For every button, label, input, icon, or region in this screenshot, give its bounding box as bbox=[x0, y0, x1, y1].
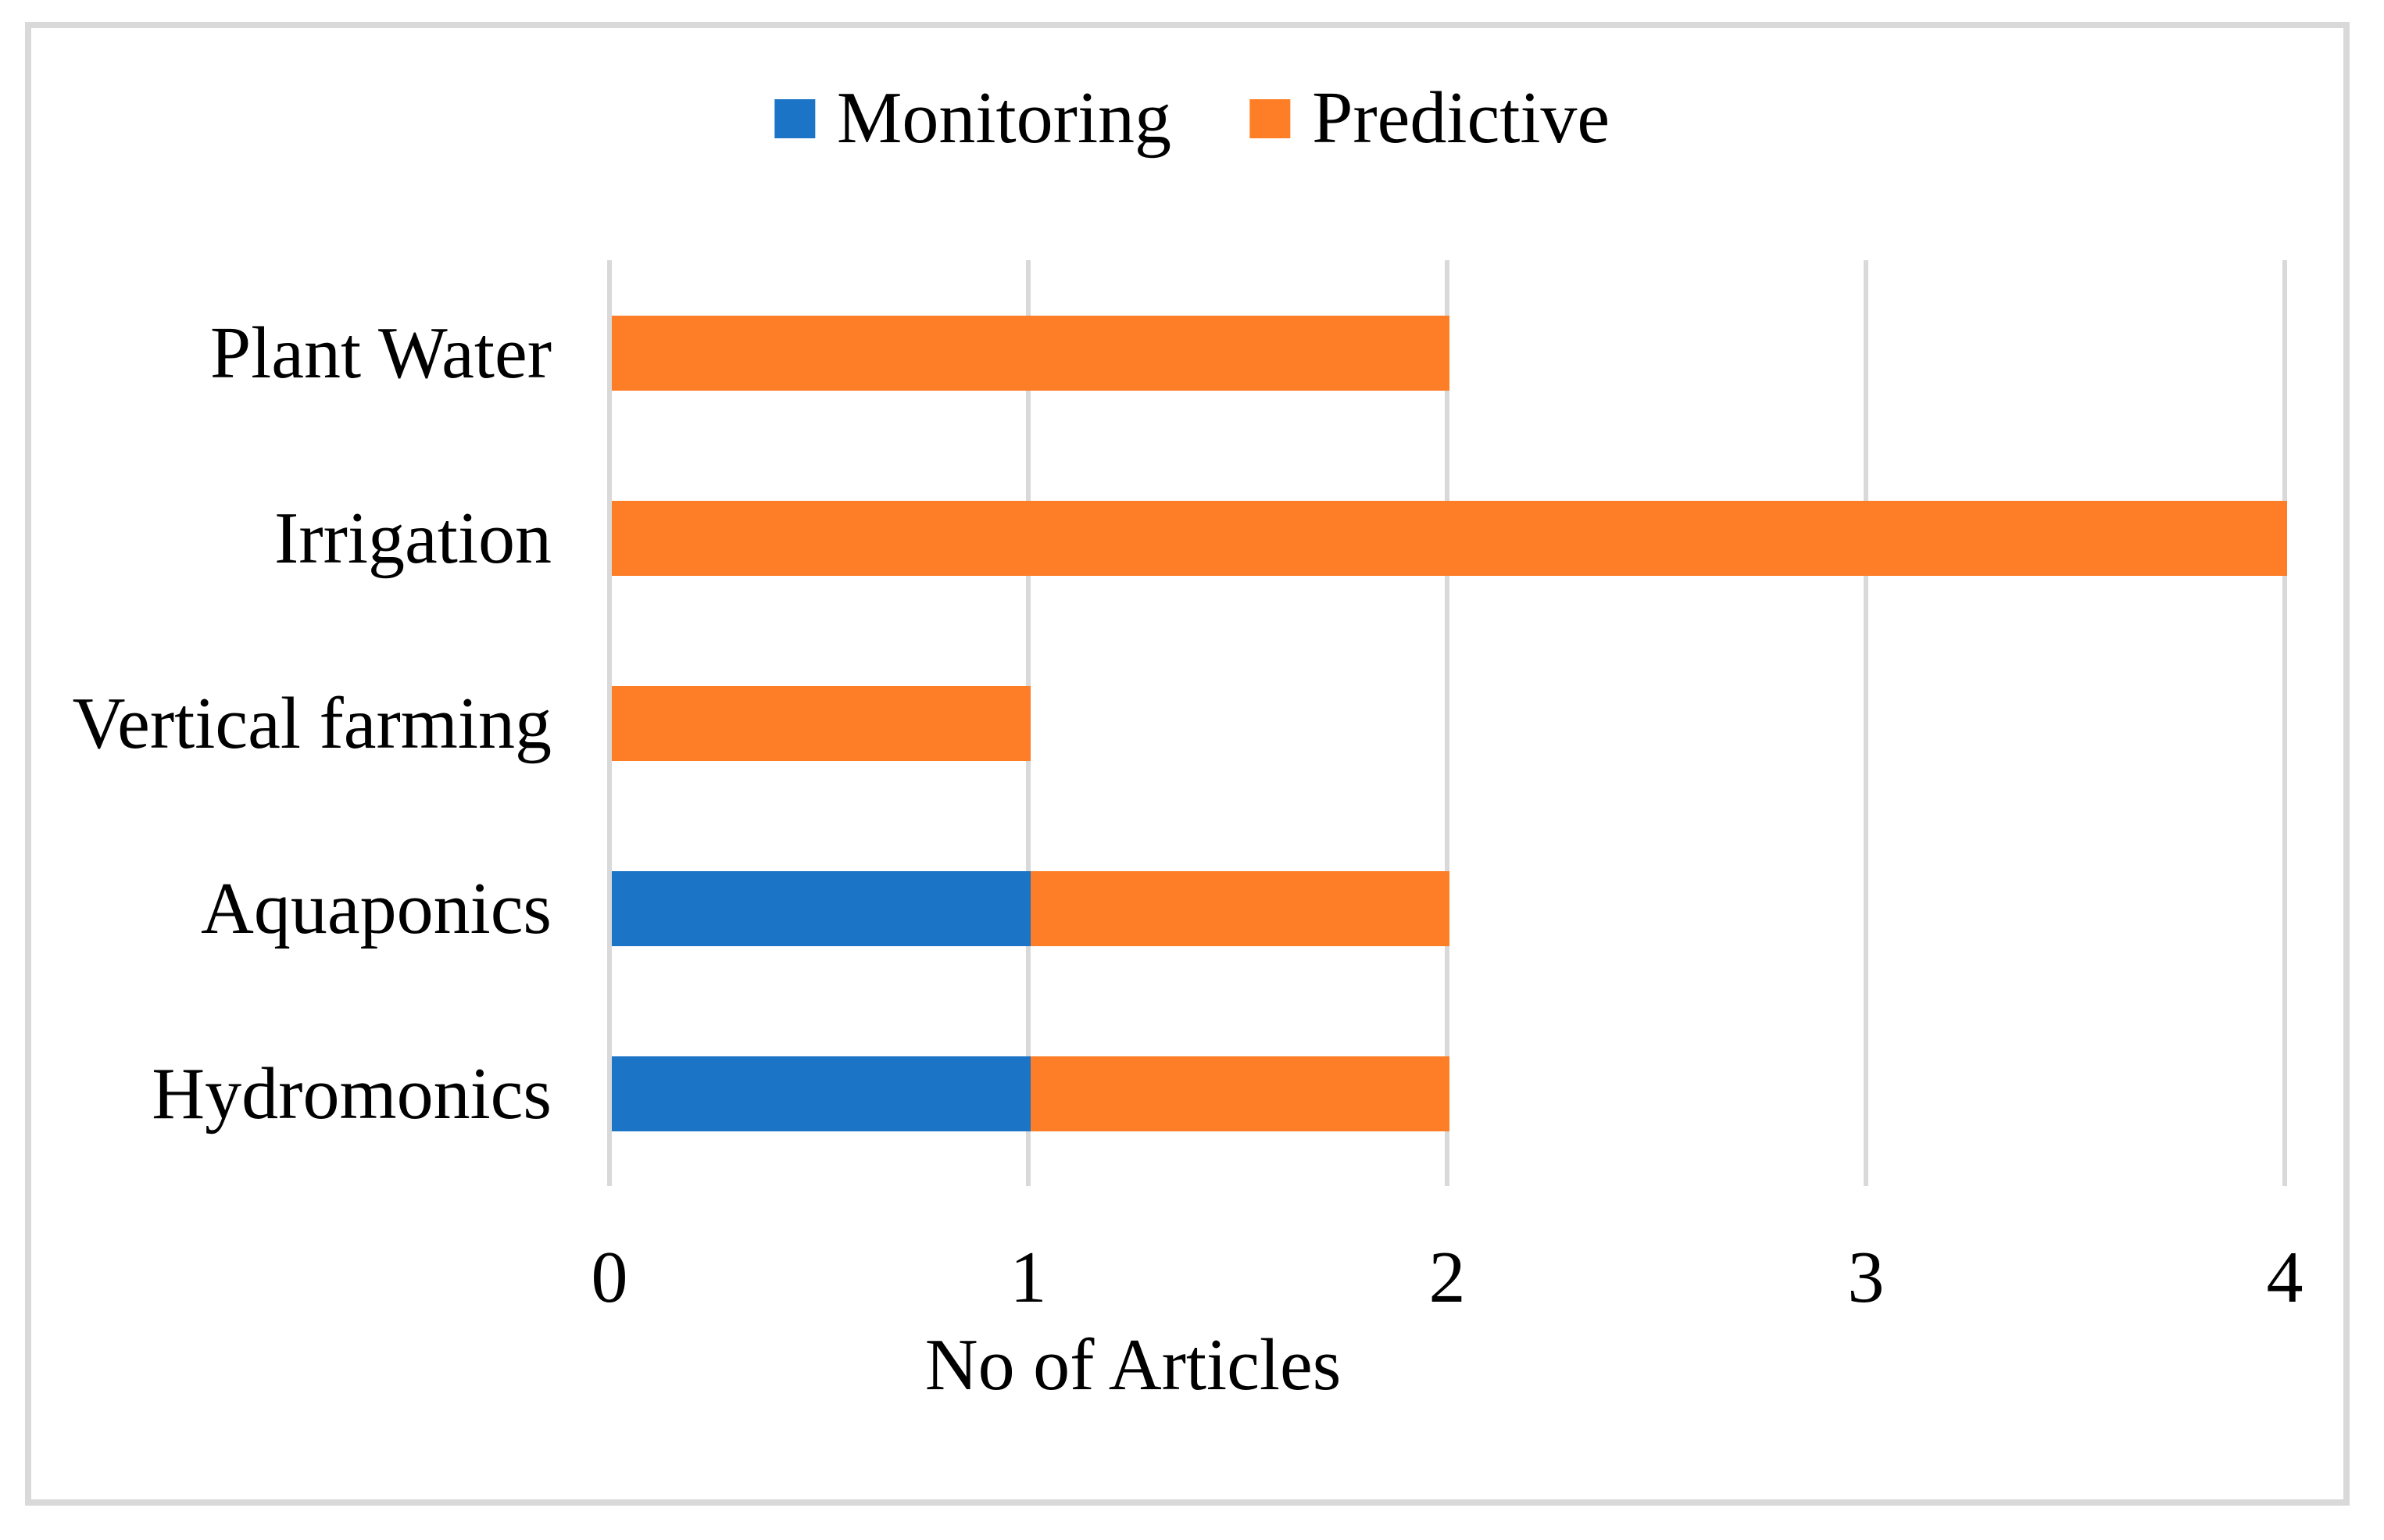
legend: Monitoring Predictive bbox=[774, 77, 1610, 159]
gridline bbox=[1445, 260, 1449, 1186]
bar-segment-predictive bbox=[612, 500, 2287, 576]
predictive-swatch-icon bbox=[1249, 98, 1291, 138]
category-label: Aquaponics bbox=[200, 867, 552, 949]
monitoring-swatch-icon bbox=[774, 98, 815, 138]
category-label: Vertical farming bbox=[72, 682, 552, 764]
bar-segment-predictive bbox=[612, 685, 1031, 761]
x-tick-label: 2 bbox=[1428, 1237, 1466, 1318]
legend-item-predictive: Predictive bbox=[1249, 77, 1610, 159]
gridline bbox=[2282, 260, 2287, 1186]
x-tick-label: 3 bbox=[1847, 1237, 1885, 1318]
plot-area bbox=[607, 260, 2287, 1186]
bar-segment-monitoring bbox=[612, 1056, 1031, 1131]
bar-segment-monitoring bbox=[612, 870, 1031, 946]
category-label: Plant Water bbox=[209, 312, 552, 394]
x-axis-title: No of Articles bbox=[924, 1324, 1342, 1406]
legend-label-monitoring: Monitoring bbox=[836, 77, 1172, 159]
x-tick-label: 1 bbox=[1010, 1237, 1047, 1318]
category-label: Irrigation bbox=[274, 497, 552, 579]
bar-segment-predictive bbox=[1031, 1056, 1449, 1131]
legend-label-predictive: Predictive bbox=[1312, 77, 1610, 159]
gridline bbox=[1864, 260, 1868, 1186]
legend-item-monitoring: Monitoring bbox=[774, 77, 1172, 159]
x-tick-label: 4 bbox=[2266, 1237, 2304, 1318]
x-tick-label: 0 bbox=[591, 1237, 628, 1318]
bar-segment-predictive bbox=[612, 315, 1449, 391]
gridline bbox=[607, 260, 612, 1186]
bar-segment-predictive bbox=[1031, 870, 1449, 946]
category-label: Hydromonics bbox=[152, 1052, 552, 1134]
figure-border bbox=[25, 22, 2350, 1506]
